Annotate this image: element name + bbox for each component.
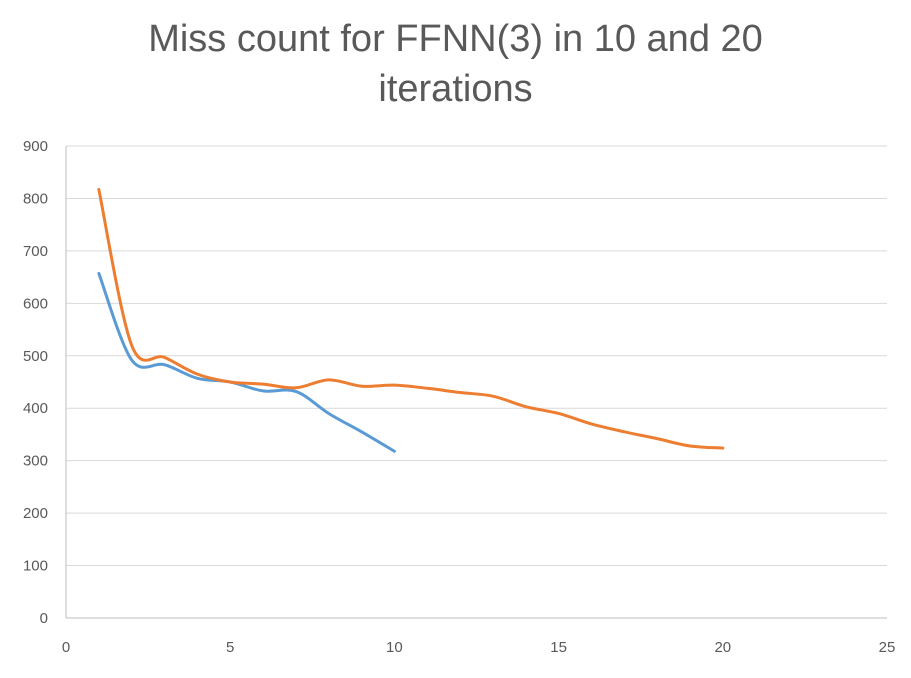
y-tick-label: 700: [23, 243, 48, 260]
x-tick-label: 25: [879, 639, 896, 656]
y-tick-label: 800: [23, 190, 48, 207]
chart-title-line-2: iterations: [378, 68, 533, 110]
y-tick-label: 300: [23, 453, 48, 470]
y-tick-label: 0: [40, 610, 48, 627]
gridlines: [66, 145, 887, 567]
x-tick-label: 20: [714, 639, 731, 656]
axes: [65, 146, 887, 619]
y-tick-label: 200: [23, 505, 48, 522]
y-axis-tick-labels: 0 100 200 300 400 500 600 700 800 900: [23, 138, 48, 627]
series-line-1: [97, 271, 396, 453]
x-axis-tick-labels: 0 5 10 15 20 25: [62, 639, 896, 656]
series-line-2: [97, 188, 725, 450]
x-tick-label: 10: [386, 639, 403, 656]
y-tick-label: 500: [23, 348, 48, 365]
x-tick-label: 15: [550, 639, 567, 656]
series-lines: [97, 188, 725, 453]
chart-title-line-1: Miss count for FFNN(3) in 10 and 20: [148, 18, 763, 60]
y-tick-label: 900: [23, 138, 48, 155]
y-tick-label: 600: [23, 295, 48, 312]
x-tick-label: 0: [62, 639, 70, 656]
y-tick-label: 400: [23, 400, 48, 417]
chart-title: Miss count for FFNN(3) in 10 and 20 iter…: [0, 14, 911, 114]
x-tick-label: 5: [226, 639, 234, 656]
y-tick-label: 100: [23, 558, 48, 575]
